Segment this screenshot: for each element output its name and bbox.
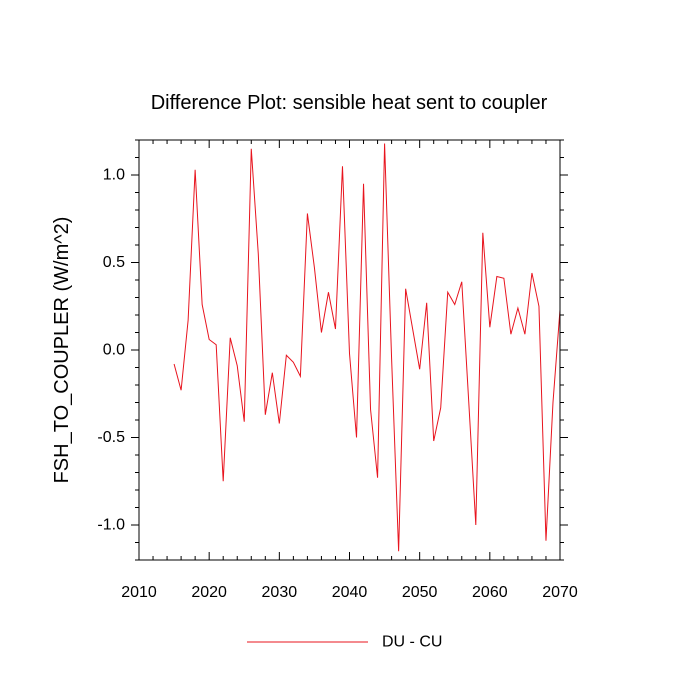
y-tick-label: 1.0	[103, 167, 125, 184]
legend: DU - CU	[247, 634, 442, 651]
y-tick-label: -1.0	[97, 517, 125, 534]
series-line-du-cu	[173, 143, 561, 552]
y-tick-label: 0.0	[103, 342, 125, 359]
x-tick-label: 2020	[191, 584, 227, 601]
x-tick-label: 2060	[472, 584, 508, 601]
x-tick-label: 2030	[262, 584, 298, 601]
y-tick-label: -0.5	[97, 429, 125, 446]
y-tick-label: 0.5	[103, 254, 125, 271]
axis-tick-labels: 2010 2020 2030 2040 2050 2060 2070 -1.0 -0.5 0.0 0…	[97, 167, 577, 602]
chart-title: Difference Plot: sensible heat sent to c…	[151, 92, 548, 114]
legend-label-du-cu: DU - CU	[382, 634, 442, 651]
x-tick-label: 2040	[332, 584, 368, 601]
x-tick-label: 2010	[121, 584, 157, 601]
x-tick-label: 2070	[542, 584, 578, 601]
y-axis-label: FSH_TO_COUPLER (W/m^2)	[51, 217, 73, 484]
x-tick-label: 2050	[402, 584, 438, 601]
plot-frame	[138, 139, 561, 561]
